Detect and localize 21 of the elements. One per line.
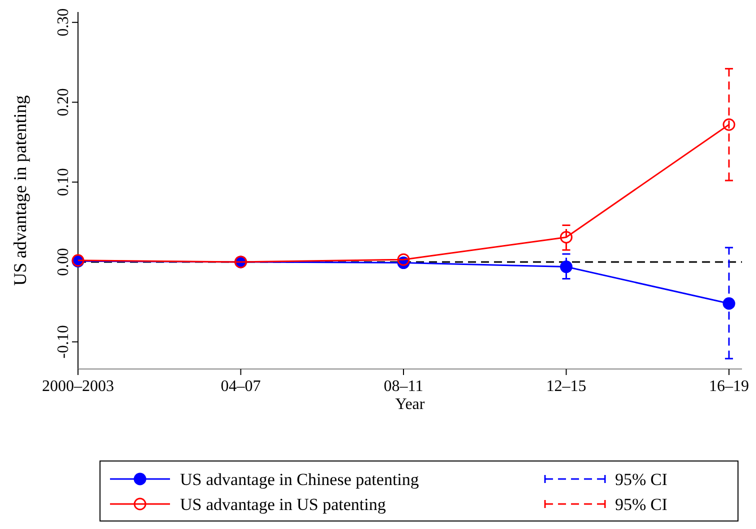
point <box>722 297 736 310</box>
x-axis-title: Year <box>395 396 426 413</box>
text: 95% CI <box>615 495 668 514</box>
point <box>560 260 572 274</box>
legend-label: US advantage in US patenting <box>180 495 386 514</box>
y-axis-title: US advantage in patenting <box>10 95 30 286</box>
x-tick-label: 2000–2003 <box>42 378 114 395</box>
point <box>560 230 572 244</box>
y-tick-label: 0.30 <box>55 8 72 36</box>
point <box>722 118 736 131</box>
point <box>397 253 410 266</box>
y-tick-label: 0.00 <box>55 248 72 276</box>
y-tick-label: 0.10 <box>55 168 72 196</box>
legend-label: US advantage in Chinese patenting <box>180 470 420 489</box>
x-tick-label: 04–07 <box>220 378 261 395</box>
text: 95% CI <box>615 470 668 489</box>
x-tick-label: 08–11 <box>384 378 424 395</box>
y-tick-label: 0.20 <box>55 88 72 116</box>
x-tick-label: 16–19 <box>708 378 749 395</box>
x-tick-label: 12–15 <box>546 378 586 395</box>
y-tick-label: -0.10 <box>55 325 72 359</box>
